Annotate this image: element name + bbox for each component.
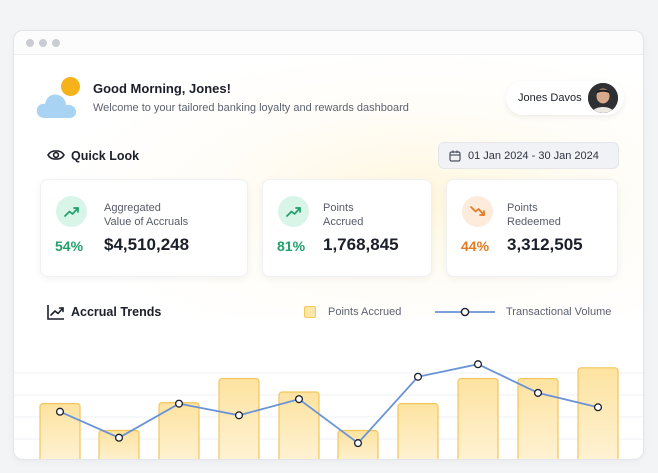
window-dot-1[interactable] bbox=[26, 39, 34, 47]
trend-down-badge bbox=[462, 196, 493, 227]
card-value: 3,312,505 bbox=[507, 235, 583, 254]
sun-icon bbox=[61, 77, 80, 96]
card-label: Points Accrued bbox=[323, 201, 363, 229]
card-label-line-2: Value of Accruals bbox=[104, 216, 189, 228]
user-profile-chip[interactable]: Jones Davos bbox=[506, 81, 624, 115]
chart-point[interactable] bbox=[413, 372, 423, 381]
trend-up-badge bbox=[56, 196, 87, 227]
card-percent: 81% bbox=[277, 238, 306, 254]
card-value: $4,510,248 bbox=[104, 235, 190, 254]
chart-bar[interactable] bbox=[98, 429, 140, 460]
calendar-icon bbox=[449, 150, 461, 162]
dashboard-window: Good Morning, Jones! Welcome to your tai… bbox=[13, 30, 644, 460]
card-points-accrued[interactable]: Points Accrued 81% 1,768,845 bbox=[262, 179, 432, 277]
trending-down-icon bbox=[470, 206, 485, 216]
chart-point[interactable] bbox=[174, 399, 184, 408]
accrual-trends-chart bbox=[14, 360, 643, 460]
date-range-text: 01 Jan 2024 - 30 Jan 2024 bbox=[468, 150, 599, 162]
cloud-icon bbox=[36, 94, 76, 118]
card-label-line-1: Aggregated bbox=[104, 202, 161, 214]
chart-point[interactable] bbox=[55, 407, 65, 416]
legend-line-swatch bbox=[435, 307, 495, 317]
chart-bar[interactable] bbox=[39, 403, 81, 460]
chart-point[interactable] bbox=[234, 411, 244, 420]
legend-points-accrued: Points Accrued bbox=[328, 306, 402, 318]
chart-point[interactable] bbox=[294, 395, 304, 404]
window-titlebar bbox=[14, 31, 643, 55]
card-percent: 54% bbox=[55, 238, 84, 254]
legend-transactional-volume: Transactional Volume bbox=[506, 306, 612, 318]
legend-bar-swatch bbox=[304, 306, 316, 318]
card-label-line-2: Accrued bbox=[323, 216, 364, 228]
greeting-subtitle: Welcome to your tailored banking loyalty… bbox=[93, 102, 409, 114]
quick-look-title: Quick Look bbox=[71, 149, 140, 163]
chart-bar[interactable] bbox=[397, 403, 439, 460]
chart-line-transactional-volume bbox=[59, 363, 599, 445]
trending-up-icon bbox=[286, 207, 301, 217]
date-range-picker[interactable]: 01 Jan 2024 - 30 Jan 2024 bbox=[438, 142, 619, 169]
chart-point[interactable] bbox=[473, 360, 483, 369]
card-label-line-2: Redeemed bbox=[507, 216, 561, 228]
user-name: Jones Davos bbox=[518, 92, 582, 104]
window-dot-3[interactable] bbox=[52, 39, 60, 47]
card-aggregated-accruals[interactable]: Aggregated Value of Accruals 54% $4,510,… bbox=[40, 179, 248, 277]
avatar-portrait-icon bbox=[588, 83, 618, 113]
chart-bar[interactable] bbox=[457, 377, 499, 460]
card-label: Aggregated Value of Accruals bbox=[104, 201, 188, 229]
card-percent: 44% bbox=[461, 238, 490, 254]
card-label-line-1: Points bbox=[323, 202, 354, 214]
chart-trend-icon bbox=[47, 305, 64, 320]
chart-bar[interactable] bbox=[278, 391, 320, 460]
card-label-line-1: Points bbox=[507, 202, 538, 214]
greeting-title: Good Morning, Jones! bbox=[93, 81, 231, 96]
chart-point[interactable] bbox=[593, 403, 603, 412]
accrual-trends-title: Accrual Trends bbox=[71, 305, 162, 319]
card-value: 1,768,845 bbox=[323, 235, 399, 254]
chart-bar[interactable] bbox=[577, 367, 619, 460]
avatar[interactable] bbox=[588, 83, 618, 113]
eye-icon bbox=[47, 150, 65, 160]
trending-up-icon bbox=[64, 207, 79, 217]
card-points-redeemed[interactable]: Points Redeemed 44% 3,312,505 bbox=[446, 179, 618, 277]
chart-point[interactable] bbox=[533, 388, 543, 397]
trend-up-badge bbox=[278, 196, 309, 227]
chart-bar[interactable] bbox=[517, 377, 559, 460]
weather-icon bbox=[36, 77, 82, 123]
chart-point[interactable] bbox=[114, 433, 124, 442]
card-label: Points Redeemed bbox=[507, 201, 561, 229]
chart-point[interactable] bbox=[353, 439, 363, 448]
window-dot-2[interactable] bbox=[39, 39, 47, 47]
